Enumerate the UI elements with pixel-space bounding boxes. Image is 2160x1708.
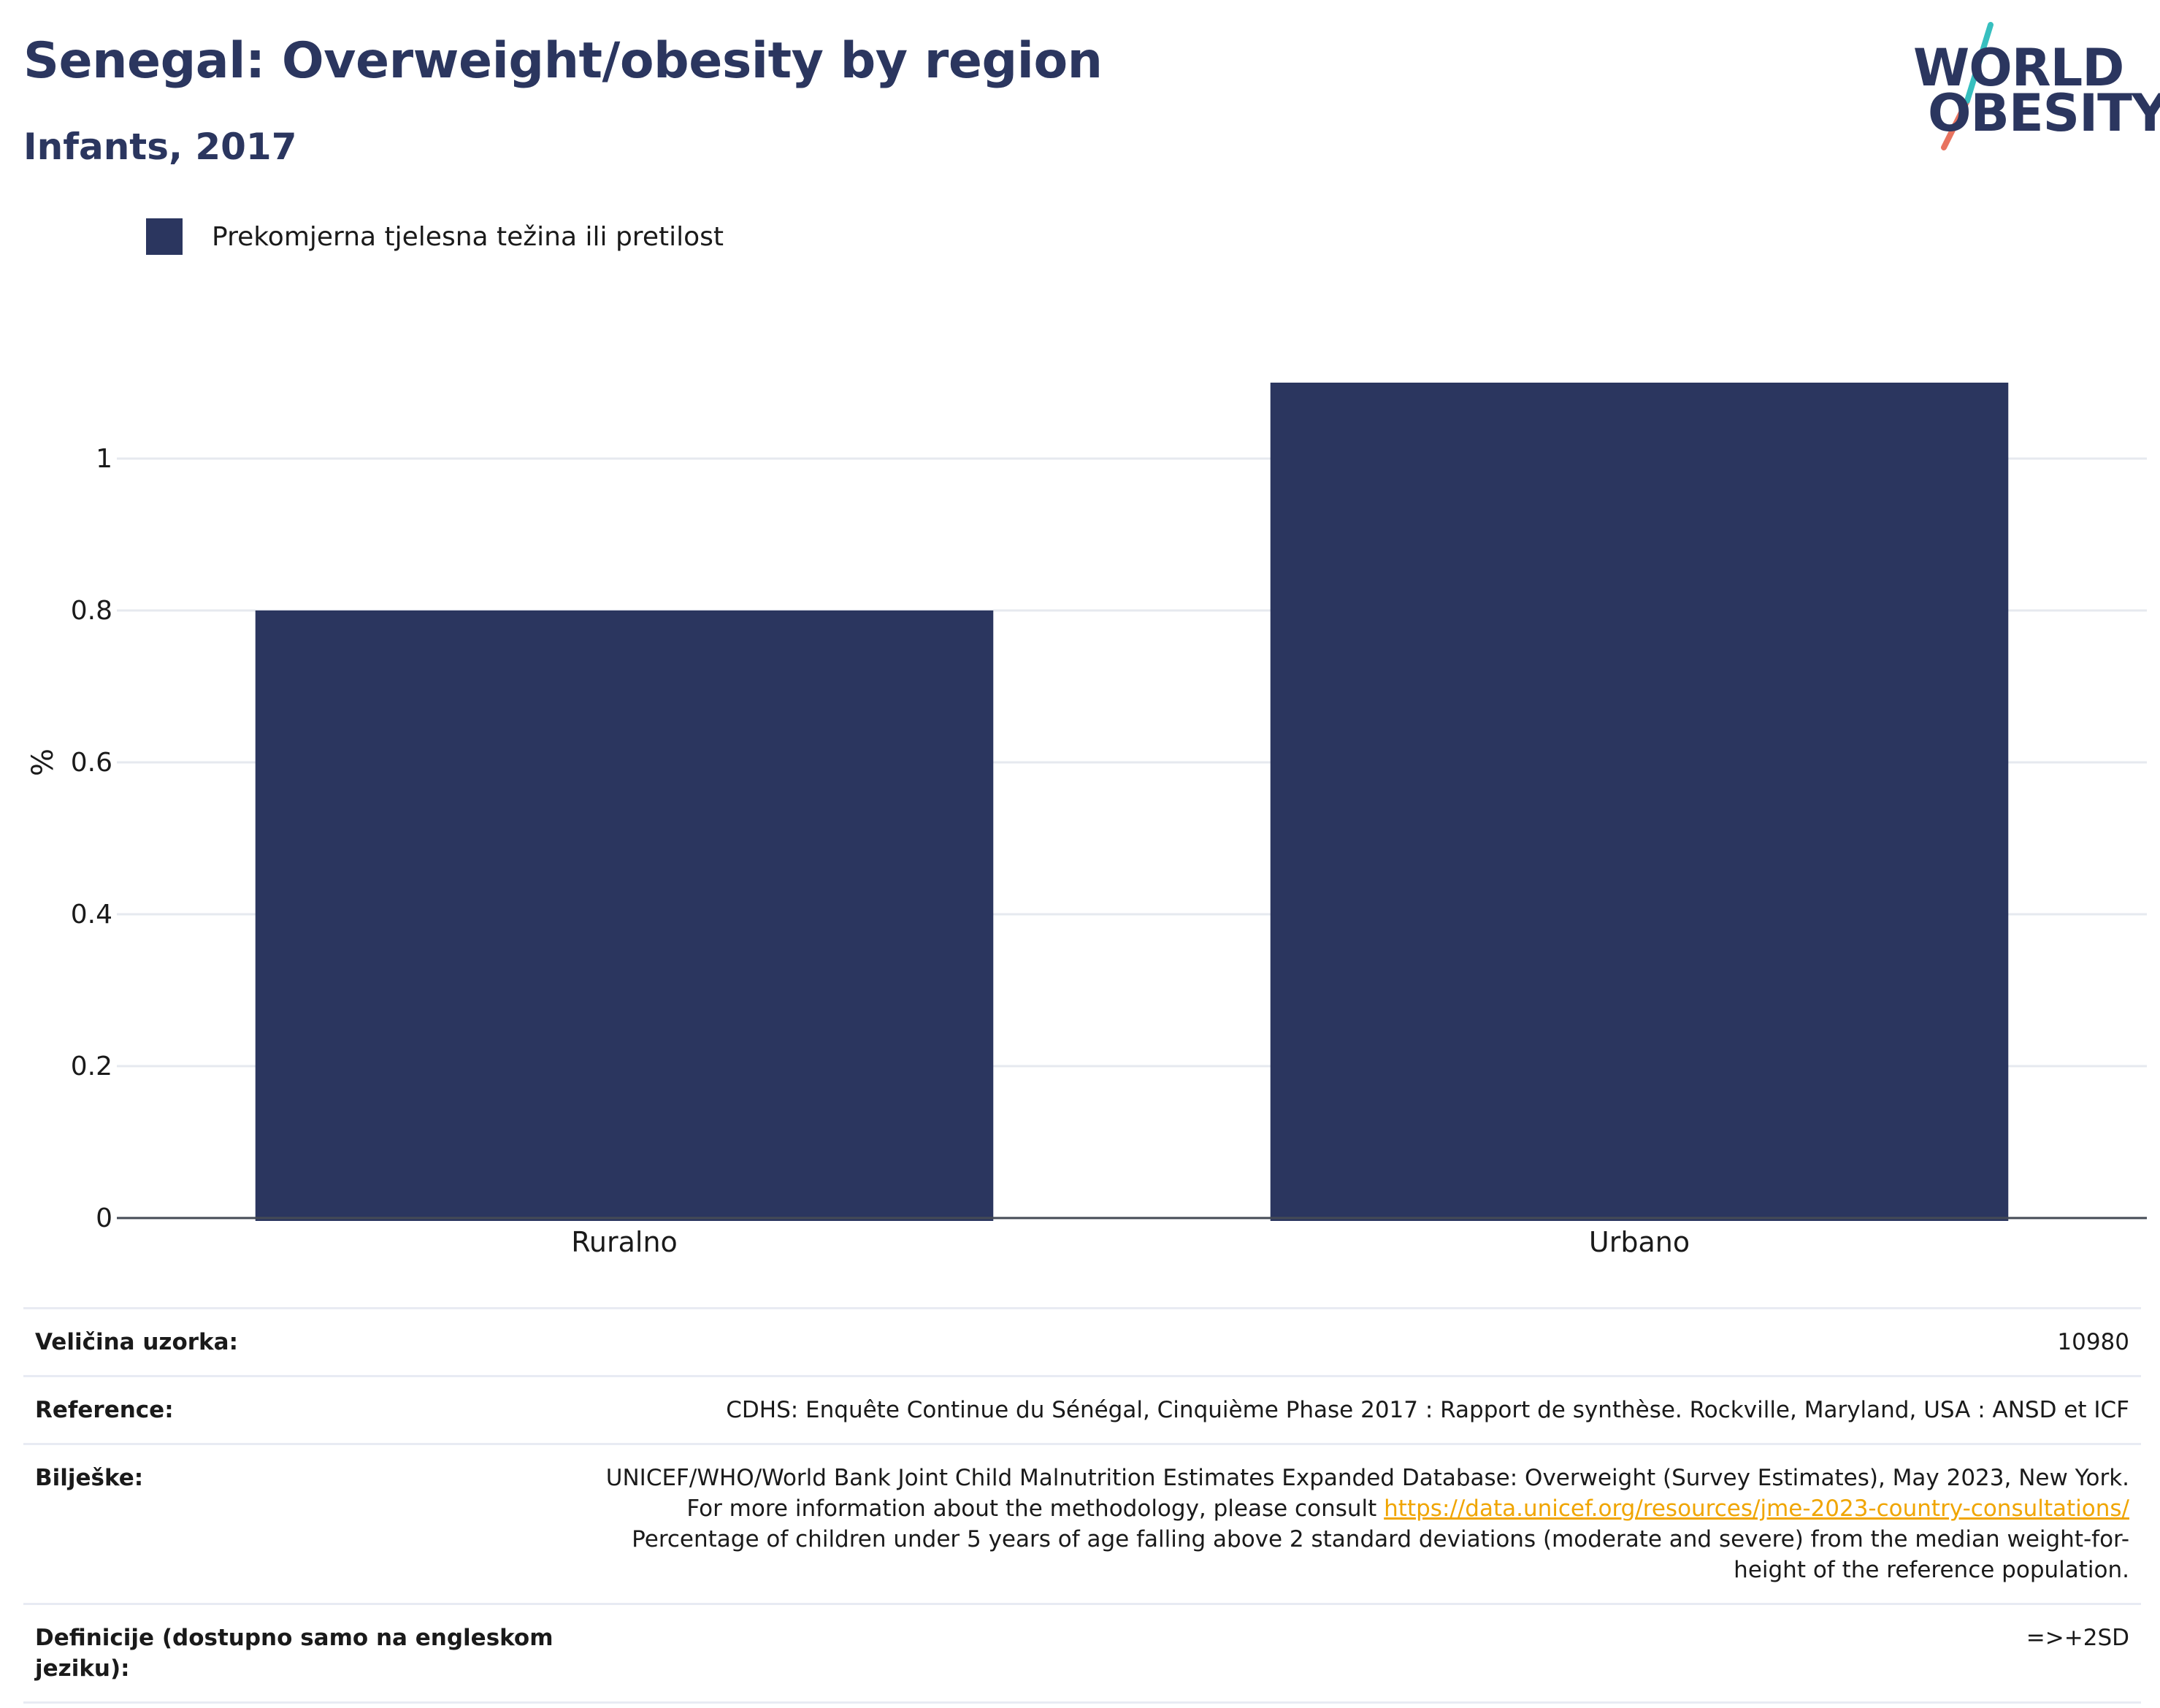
x-tick-label: Ruralno — [571, 1226, 678, 1258]
sample-size-label: Veličina uzorka: — [23, 1307, 572, 1376]
y-tick-label: 0.2 — [71, 1052, 112, 1081]
bar-chart: 0 0.2 0.4 0.6 0.8 1% Ruralno Urbano — [26, 383, 2147, 1258]
logo-word-obesity: OBESITY — [1928, 83, 2160, 143]
y-tick-label: 0 — [96, 1203, 112, 1233]
legend-label: Prekomjerna tjelesna težina ili pretilos… — [212, 221, 724, 252]
chart-subtitle: Infants, 2017 — [23, 126, 297, 168]
notes-value: UNICEF/WHO/World Bank Joint Child Malnut… — [572, 1443, 2141, 1604]
chart-legend[interactable]: Prekomjerna tjelesna težina ili pretilos… — [146, 218, 724, 256]
y-tick-label: 0.6 — [71, 748, 112, 778]
reference-value: CDHS: Enquête Continue du Sénégal, Cinqu… — [572, 1375, 2141, 1444]
notes-definition-text: Percentage of children under 5 years of … — [632, 1526, 2129, 1583]
reference-label: Reference: — [23, 1375, 572, 1444]
logo-word-world: WORLD — [1913, 38, 2124, 98]
notes-row: Bilješke: UNICEF/WHO/World Bank Joint Ch… — [23, 1443, 2141, 1604]
y-tick-label: 0.4 — [71, 900, 112, 930]
sample-size-value: 10980 — [572, 1307, 2141, 1376]
y-tick-label: 0.8 — [71, 596, 112, 626]
y-axis-label: % — [26, 748, 60, 776]
bar-ruralno — [255, 610, 994, 1221]
methodology-link[interactable]: https://data.unicef.org/resources/jme-20… — [1384, 1496, 2129, 1522]
notes-text: UNICEF/WHO/World Bank Joint Child Malnut… — [605, 1465, 2129, 1522]
metadata-table: Veličina uzorka: 10980 Reference: CDHS: … — [23, 1307, 2141, 1704]
reference-row: Reference: CDHS: Enquête Continue du Sén… — [23, 1375, 2141, 1444]
notes-label: Bilješke: — [23, 1443, 572, 1604]
world-obesity-logo[interactable]: WORLD OBESITY — [1899, 19, 2160, 150]
x-tick-label: Urbano — [1589, 1226, 1690, 1258]
bar-urbano — [1270, 383, 2009, 1221]
definitions-value: =>+2SD — [572, 1603, 2141, 1704]
sample-size-row: Veličina uzorka: 10980 — [23, 1307, 2141, 1376]
legend-swatch — [146, 218, 183, 255]
logo-slash-icon — [1941, 22, 1994, 150]
y-tick-label: 1 — [96, 444, 112, 474]
chart-title: Senegal: Overweight/obesity by region — [23, 32, 1103, 90]
definitions-row: Definicije (dostupno samo na engleskom j… — [23, 1603, 2141, 1704]
definitions-label: Definicije (dostupno samo na engleskom j… — [23, 1603, 572, 1704]
